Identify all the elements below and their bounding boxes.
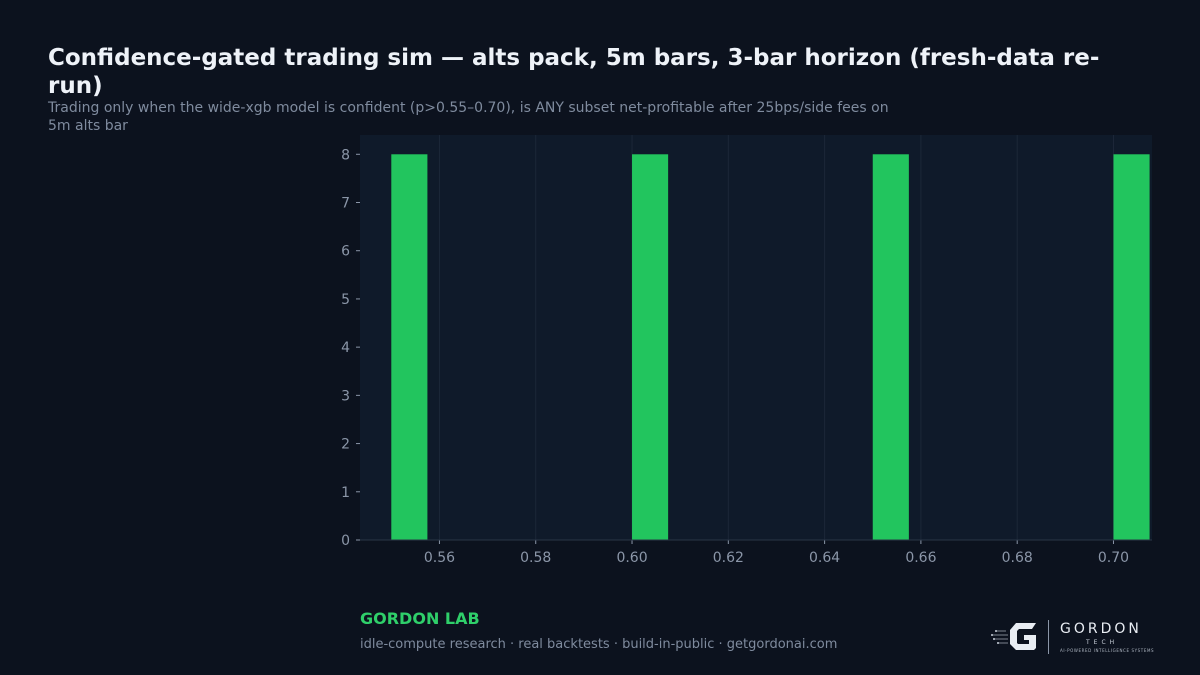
chart-title: Confidence-gated trading sim — alts pack…	[48, 45, 1100, 99]
brand-name: GORDON LAB	[360, 609, 480, 628]
x-tick-label: 0.62	[713, 550, 744, 566]
chart-subtitle: Trading only when the wide-xgb model is …	[48, 100, 889, 134]
y-tick-label: 5	[341, 292, 350, 308]
x-tick-label: 0.56	[424, 550, 455, 566]
x-tick-label: 0.70	[1098, 550, 1129, 566]
y-tick-label: 7	[341, 196, 350, 212]
logo-divider	[1048, 620, 1049, 654]
y-tick-label: 1	[341, 485, 350, 501]
y-tick-label: 2	[341, 437, 350, 453]
bar	[1113, 154, 1150, 541]
y-tick-label: 6	[341, 244, 350, 260]
plot-area	[360, 135, 1152, 540]
bar	[632, 154, 669, 541]
x-tick-label: 0.66	[905, 550, 936, 566]
footer-tagline: idle-compute research · real backtests ·…	[360, 637, 838, 652]
x-tick-label: 0.64	[809, 550, 840, 566]
y-tick-label: 3	[341, 388, 350, 404]
y-tick-label: 4	[341, 340, 350, 356]
gordon-g-icon	[991, 623, 1036, 650]
logo-tagline: AI-POWERED INTELLIGENCE SYSTEMS	[1060, 648, 1155, 653]
y-tick-label: 0	[341, 533, 350, 549]
y-tick-label: 8	[341, 147, 350, 163]
logo-subtitle: TECH	[1086, 639, 1119, 646]
gordon-tech-logo: GORDON TECH AI-POWERED INTELLIGENCE SYST…	[988, 618, 1154, 656]
bar	[391, 154, 428, 541]
logo-wordmark: GORDON	[1060, 621, 1142, 637]
x-tick-label: 0.58	[520, 550, 551, 566]
x-tick-label: 0.60	[616, 550, 647, 566]
x-tick-label: 0.68	[1002, 550, 1033, 566]
bar	[872, 154, 909, 541]
